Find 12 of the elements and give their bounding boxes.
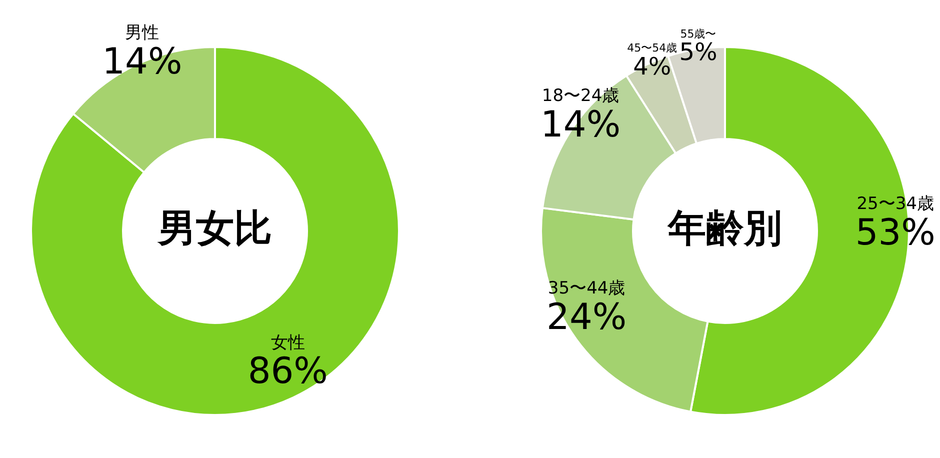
text: 年齢別 bbox=[667, 206, 782, 250]
data-label: 14% bbox=[540, 104, 621, 146]
text: 男女比 bbox=[157, 206, 272, 250]
data-label: 5% bbox=[679, 38, 718, 66]
data-label: 86% bbox=[248, 351, 328, 392]
slice-label: 55歳〜 bbox=[680, 27, 716, 40]
slice-label: 女性 bbox=[270, 332, 305, 353]
slice-label: 18〜24歳 bbox=[542, 86, 620, 106]
slice-label: 45〜54歳 bbox=[627, 42, 678, 55]
data-label: 4% bbox=[633, 52, 672, 80]
slice-label: 男性 bbox=[125, 23, 160, 44]
data-label: 14% bbox=[102, 42, 182, 83]
